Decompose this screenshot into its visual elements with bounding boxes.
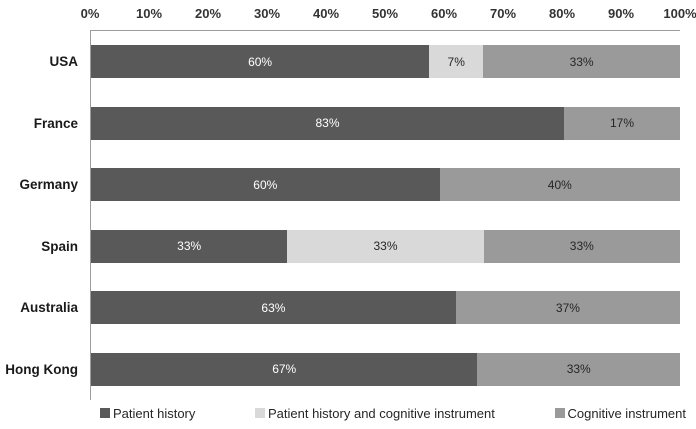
category-label: Australia [20, 300, 78, 316]
stacked-bar: 67% 33% [91, 352, 680, 386]
chart-row-usa: USA 60% 7% 33% [49, 31, 680, 93]
legend-swatch [254, 408, 265, 418]
stacked-bar: 33% 33% 33% [91, 229, 680, 263]
legend-item: Patient history [100, 406, 195, 421]
x-axis-tick: 80% [548, 6, 576, 21]
bar-segment: 33% [483, 229, 680, 263]
bar-segment: 83% [91, 106, 565, 140]
stacked-bar: 63% 37% [91, 291, 680, 325]
chart-row-germany: Germany 60% 40% [19, 154, 680, 216]
category-label: Germany [19, 177, 78, 193]
x-axis-tick: 90% [607, 6, 635, 21]
bar-segment: 60% [91, 45, 430, 79]
bar-segment: 17% [564, 106, 680, 140]
legend-label: Cognitive instrument [567, 405, 687, 421]
x-axis-tick: 40% [312, 6, 340, 21]
stacked-bar: 83% 17% [91, 106, 680, 140]
x-axis-tick: 100% [663, 6, 696, 21]
x-axis-tick: 70% [489, 6, 517, 21]
x-axis-tick: 10% [135, 6, 163, 21]
legend-item: Patient history and cognitive instrument [254, 405, 495, 421]
bar-segment: 7% [429, 45, 484, 79]
bar-segment: 33% [477, 352, 680, 386]
legend-item: Cognitive instrument [554, 405, 687, 421]
category-label: Hong Kong [5, 361, 78, 377]
bar-segment: 60% [91, 168, 440, 202]
x-axis: 0% 10% 20% 30% 40% 50% 60% 70% 80% 90% 100% [81, 0, 696, 30]
bar-segment: 33% [91, 229, 288, 263]
chart-row-spain: Spain 33% 33% 33% [41, 216, 680, 278]
x-axis-tick: 50% [371, 6, 399, 21]
category-label: France [33, 115, 78, 131]
legend-label: Patient history and cognitive instrument [267, 405, 495, 421]
x-axis-tick: 60% [430, 6, 458, 21]
legend-swatch [554, 408, 565, 418]
plot-area: USA 60% 7% 33% France 83% 17% Germany 60% 40% Spai… [5, 30, 680, 401]
stacked-bar: 60% 40% [91, 168, 680, 202]
chart-row-australia: Australia 63% 37% [20, 277, 680, 339]
legend-label: Patient history [113, 405, 196, 421]
category-label: Spain [41, 238, 78, 254]
category-label: USA [49, 54, 78, 70]
bar-segment: 63% [91, 291, 456, 325]
x-axis-tick: 30% [253, 6, 281, 21]
chart-row-france: France 83% 17% [34, 93, 680, 155]
legend: Patient history Patient history and cogni… [100, 400, 686, 426]
bar-segment: 37% [455, 291, 680, 325]
legend-swatch [100, 408, 110, 418]
chart-row-hong-kong: Hong Kong 67% 33% [5, 339, 680, 401]
stacked-bar: 60% 7% 33% [91, 45, 680, 79]
x-axis-tick: 20% [194, 6, 222, 21]
x-axis-tick: 0% [80, 6, 100, 21]
bar-segment: 33% [287, 229, 484, 263]
bar-segment: 33% [483, 45, 680, 79]
bar-segment: 40% [439, 168, 680, 202]
bar-segment: 67% [91, 352, 478, 386]
